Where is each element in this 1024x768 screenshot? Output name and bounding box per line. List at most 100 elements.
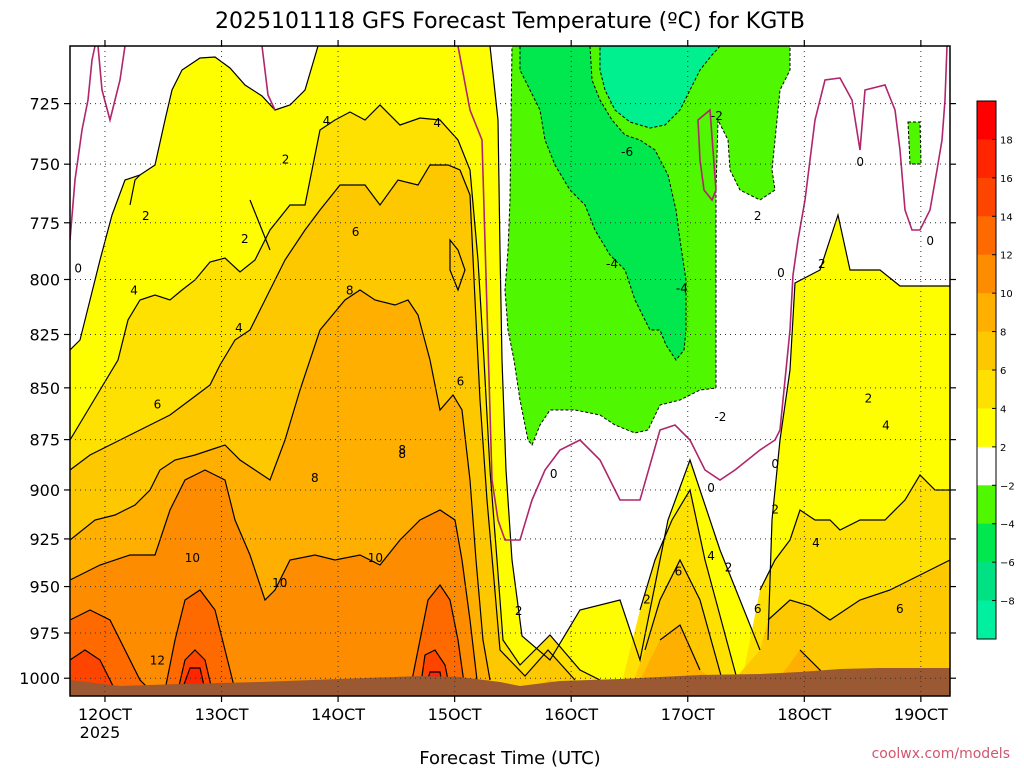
y-tick-label: 750 (29, 155, 60, 174)
contour-labels: 0244622468688841010101220-6-4-4-2-220264… (74, 109, 934, 667)
colorbar-swatch (977, 139, 996, 179)
colorbar-label: 16 (1000, 174, 1013, 185)
x-tick-label: 13OCT (195, 705, 249, 724)
y-tick-label: 725 (29, 95, 60, 114)
contour-label: 2 (282, 152, 290, 166)
band-minus4-minus6 (519, 46, 687, 361)
contour-label: 0 (74, 261, 82, 275)
contour-label: 10 (185, 551, 200, 565)
y-tick-label: 875 (29, 431, 60, 450)
chart-title: 2025101118 GFS Forecast Temperature (ºC)… (215, 9, 805, 34)
colorbar-label: 12 (1000, 251, 1013, 262)
contour-label: 0 (771, 457, 779, 471)
x-tick-label: 17OCT (661, 705, 715, 724)
contour-label: 0 (550, 467, 558, 481)
colorbar-swatch (977, 562, 996, 602)
x-axis: 12OCT 13OCT 14OCT 15OCT 16OCT 17OCT 18OCT 19OCT (78, 40, 948, 724)
colorbar-swatch (977, 293, 996, 333)
contour-label: -4 (676, 281, 688, 295)
colorbar-swatch (977, 370, 996, 409)
contour-label: 4 (323, 114, 331, 128)
zero-isotherm (70, 46, 948, 541)
colorbar-swatch (977, 101, 996, 140)
contour-label: 6 (352, 225, 360, 239)
colorbar-label: 2 (1000, 443, 1006, 454)
plot-area (70, 46, 950, 696)
contour-label: 4 (235, 321, 243, 335)
contour-label: 4 (707, 549, 715, 563)
y-tick-label: 800 (29, 271, 60, 290)
y-tick-label: 900 (29, 481, 60, 500)
band-minus6-minus8 (599, 46, 721, 129)
colorbar-label: 4 (1000, 404, 1006, 415)
colorbar-label: −6 (1000, 558, 1015, 569)
contour-label: 0 (926, 234, 934, 248)
contour-label: 6 (896, 602, 904, 616)
y-tick-label: 975 (29, 624, 60, 643)
contour-label: -2 (714, 410, 726, 424)
colorbar-label: −4 (1000, 520, 1015, 531)
contour-label: 2 (725, 561, 733, 575)
contour-label: 2 (818, 257, 826, 271)
grid (70, 46, 950, 696)
y-tick-label: 825 (29, 325, 60, 344)
contour-label: 8 (311, 471, 319, 485)
y-tick-label: 775 (29, 214, 60, 233)
contour-label: 2 (771, 503, 779, 517)
contour-label: 10 (368, 551, 383, 565)
contour-label: 2 (643, 593, 651, 607)
x-tick-label: 12OCT (78, 705, 132, 724)
contour-label: -2 (711, 109, 723, 123)
contour-label: 0 (856, 155, 864, 169)
y-tick-label: 950 (29, 578, 60, 597)
credit-text: coolwx.com/models (872, 746, 1010, 762)
contour-label: 8 (346, 284, 354, 298)
x-year-label: 2025 (80, 723, 121, 742)
contour-label: 4 (882, 418, 890, 432)
contour-label: 4 (433, 116, 441, 130)
colorbar-label: −8 (1000, 597, 1015, 608)
contour-label: 2 (241, 232, 249, 246)
band-12-14 (70, 585, 470, 696)
x-tick-label: 19OCT (894, 705, 948, 724)
colorbar-label: 14 (1000, 212, 1013, 223)
colorbar-label: −2 (1000, 481, 1015, 492)
colorbar-label: 6 (1000, 366, 1006, 377)
contour-label: 6 (154, 398, 162, 412)
y-tick-label: 1000 (19, 669, 60, 688)
ground-surface (70, 668, 950, 696)
x-tick-label: 18OCT (777, 705, 831, 724)
colorbar-swatch (977, 523, 996, 563)
contour-label: 4 (130, 284, 138, 298)
contour-label: 10 (272, 576, 287, 590)
colorbar-label: 18 (1000, 135, 1013, 146)
contour-label: 8 (398, 443, 406, 457)
contour-label: 12 (150, 653, 165, 667)
colorbar-swatch (977, 254, 996, 294)
contour-label: -4 (606, 257, 618, 271)
contour-label: 6 (457, 375, 465, 389)
green-cell-upper-right (907, 121, 922, 165)
contour-label: -6 (621, 145, 633, 159)
x-tick-label: 16OCT (544, 705, 598, 724)
contour-label: 8 (398, 447, 406, 461)
colorbar-swatch (977, 446, 996, 486)
colorbar-swatch (977, 216, 996, 256)
colorbar-label: 10 (1000, 289, 1013, 300)
band-10-12 (70, 470, 483, 696)
contour-label: 2 (515, 604, 523, 618)
contour-label: 0 (707, 481, 715, 495)
plot-frame (69, 45, 951, 697)
x-axis-label: Forecast Time (UTC) (419, 748, 600, 768)
colorbar-swatch (977, 331, 996, 371)
colorbar-swatch (977, 177, 996, 217)
x-tick-label: 14OCT (311, 705, 365, 724)
colorbar-swatch (977, 485, 996, 525)
contour-label: 4 (812, 536, 820, 550)
contour-label: 2 (865, 391, 873, 405)
colorbar-swatch (977, 600, 996, 640)
colorbar-label: 8 (1000, 328, 1006, 339)
contour-label: 2 (754, 209, 762, 223)
